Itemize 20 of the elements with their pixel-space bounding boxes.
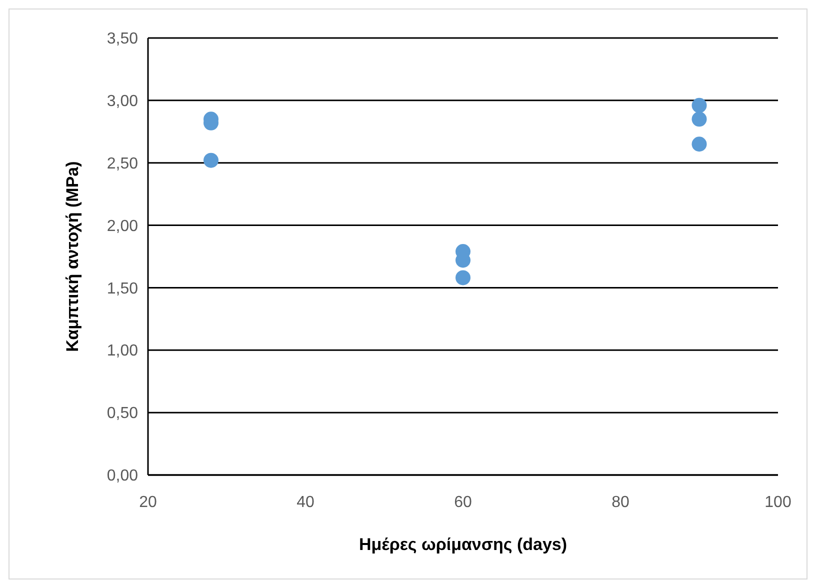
x-axis-title: Ημέρες ωρίμανσης (days): [358, 535, 568, 554]
y-tick-label: 3,50: [106, 30, 138, 48]
y-tick-label: 0,00: [106, 468, 138, 485]
y-tick-label: 2,00: [106, 218, 138, 235]
y-tick-label: 3,00: [106, 93, 138, 110]
x-tick-label: 100: [764, 494, 792, 511]
point: [456, 270, 470, 286]
point: [204, 152, 218, 168]
x-tick-label: 20: [139, 494, 157, 511]
y-tick-label: 0,50: [106, 405, 138, 422]
point: [692, 112, 707, 127]
x-tick-label: 80: [612, 494, 630, 511]
y-tick-label: 2,50: [106, 155, 138, 172]
y-tick-label: 1,00: [106, 342, 138, 360]
x-tick-label: 60: [454, 494, 472, 511]
point: [692, 136, 707, 152]
x-tick-label: 40: [296, 494, 314, 511]
y-axis-title: Καμπτική αντοχή (MPa): [63, 161, 82, 352]
y-tick-label: 1,50: [106, 280, 138, 298]
point: [692, 98, 707, 113]
